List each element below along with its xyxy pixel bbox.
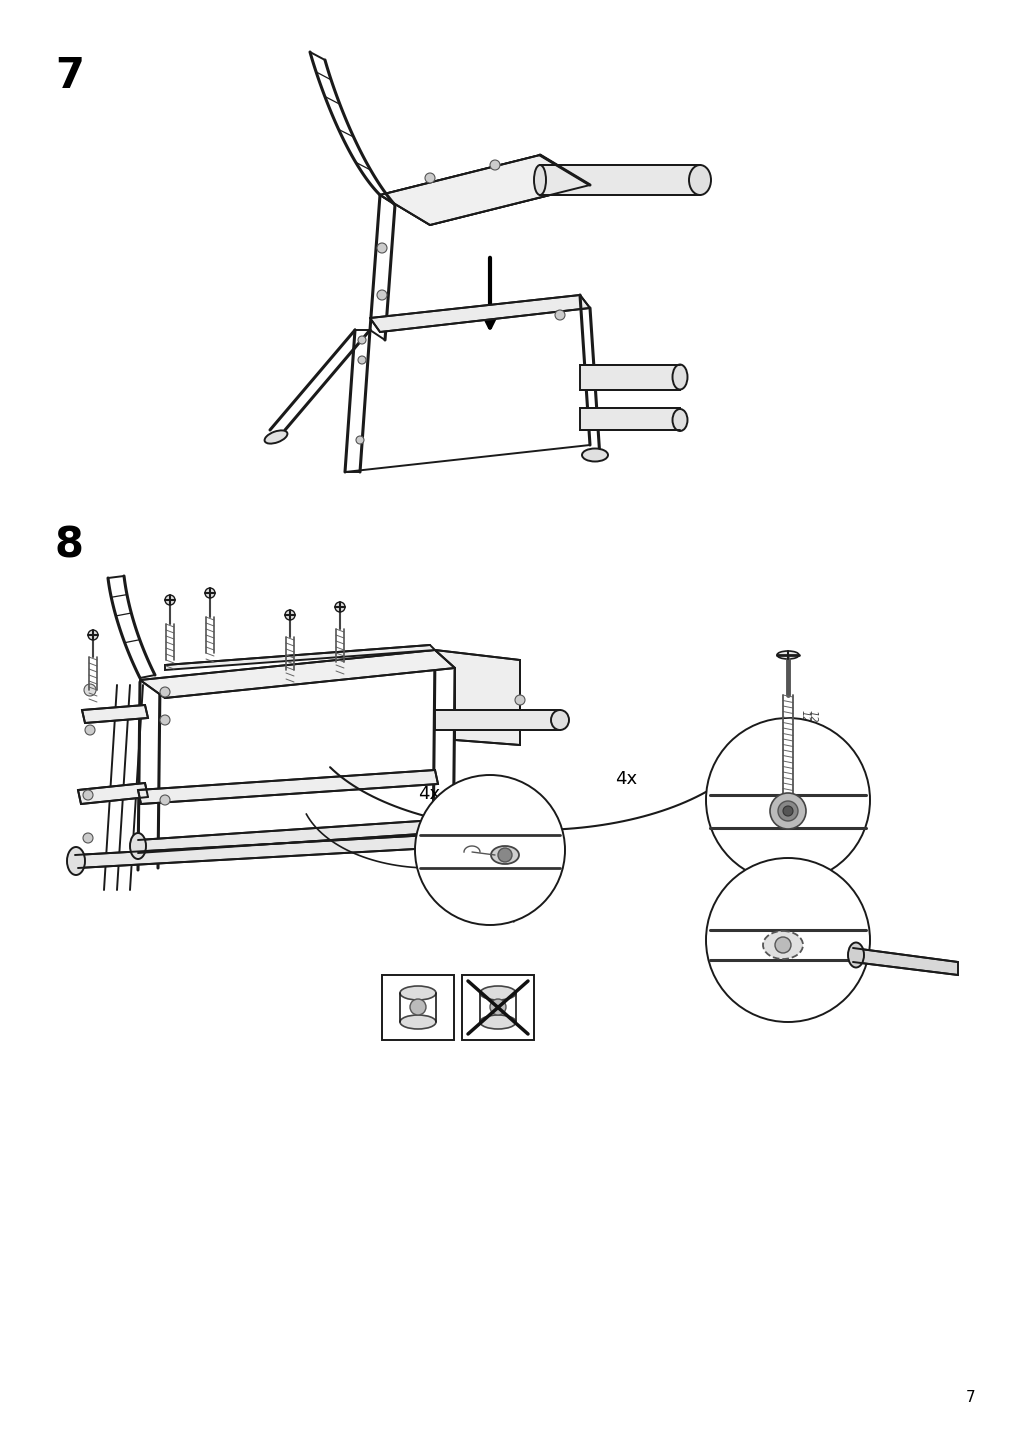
Circle shape bbox=[205, 589, 214, 599]
Polygon shape bbox=[540, 165, 700, 195]
Polygon shape bbox=[140, 650, 455, 697]
Ellipse shape bbox=[479, 987, 516, 1000]
Ellipse shape bbox=[534, 165, 546, 195]
Circle shape bbox=[160, 715, 170, 725]
Text: 8: 8 bbox=[55, 524, 84, 566]
Circle shape bbox=[358, 337, 366, 344]
Circle shape bbox=[85, 725, 95, 735]
Circle shape bbox=[489, 160, 499, 170]
Polygon shape bbox=[379, 155, 589, 225]
Circle shape bbox=[160, 687, 170, 697]
Ellipse shape bbox=[688, 165, 711, 195]
Polygon shape bbox=[165, 644, 435, 670]
Circle shape bbox=[554, 309, 564, 319]
Polygon shape bbox=[852, 948, 957, 975]
Circle shape bbox=[358, 357, 366, 364]
Circle shape bbox=[285, 610, 295, 620]
Circle shape bbox=[356, 435, 364, 444]
Circle shape bbox=[769, 793, 805, 829]
Polygon shape bbox=[435, 650, 520, 745]
Circle shape bbox=[497, 848, 512, 862]
Circle shape bbox=[335, 601, 345, 611]
Text: 123756: 123756 bbox=[807, 710, 817, 748]
Circle shape bbox=[377, 243, 386, 253]
Ellipse shape bbox=[399, 987, 436, 1000]
Ellipse shape bbox=[581, 448, 608, 461]
Ellipse shape bbox=[479, 1015, 516, 1030]
Ellipse shape bbox=[129, 833, 146, 859]
Circle shape bbox=[706, 717, 869, 882]
Circle shape bbox=[774, 937, 791, 954]
Circle shape bbox=[83, 790, 93, 800]
Polygon shape bbox=[82, 705, 148, 723]
Polygon shape bbox=[579, 365, 679, 390]
Polygon shape bbox=[381, 975, 454, 1040]
Polygon shape bbox=[579, 408, 679, 430]
Circle shape bbox=[160, 795, 170, 805]
Polygon shape bbox=[462, 975, 534, 1040]
Ellipse shape bbox=[67, 846, 85, 875]
Ellipse shape bbox=[847, 942, 863, 968]
Ellipse shape bbox=[672, 410, 686, 431]
Text: 123755: 123755 bbox=[800, 710, 809, 748]
Circle shape bbox=[88, 630, 98, 640]
Circle shape bbox=[706, 858, 869, 1022]
Text: 4x: 4x bbox=[418, 785, 440, 803]
Ellipse shape bbox=[399, 1015, 436, 1030]
Polygon shape bbox=[137, 821, 435, 853]
Circle shape bbox=[489, 1000, 506, 1015]
Ellipse shape bbox=[422, 828, 440, 853]
Polygon shape bbox=[379, 155, 589, 225]
Circle shape bbox=[409, 1000, 426, 1015]
Polygon shape bbox=[78, 783, 148, 803]
Polygon shape bbox=[75, 835, 433, 868]
Text: 7: 7 bbox=[55, 54, 84, 97]
Polygon shape bbox=[435, 710, 559, 730]
Circle shape bbox=[377, 291, 386, 299]
Ellipse shape bbox=[490, 846, 519, 863]
Ellipse shape bbox=[776, 652, 799, 659]
Polygon shape bbox=[137, 770, 438, 803]
Circle shape bbox=[83, 833, 93, 843]
Circle shape bbox=[84, 684, 96, 696]
Text: 7: 7 bbox=[964, 1390, 974, 1405]
Circle shape bbox=[783, 806, 793, 816]
Ellipse shape bbox=[427, 813, 443, 838]
Circle shape bbox=[777, 800, 798, 821]
Circle shape bbox=[415, 775, 564, 925]
Text: 4x: 4x bbox=[615, 770, 637, 788]
Ellipse shape bbox=[672, 365, 686, 390]
Ellipse shape bbox=[550, 710, 568, 730]
Ellipse shape bbox=[264, 431, 287, 444]
Ellipse shape bbox=[762, 931, 802, 959]
Circle shape bbox=[425, 173, 435, 183]
Polygon shape bbox=[370, 295, 589, 332]
Text: 100514: 100514 bbox=[479, 915, 517, 925]
Circle shape bbox=[515, 695, 525, 705]
Circle shape bbox=[165, 596, 175, 604]
